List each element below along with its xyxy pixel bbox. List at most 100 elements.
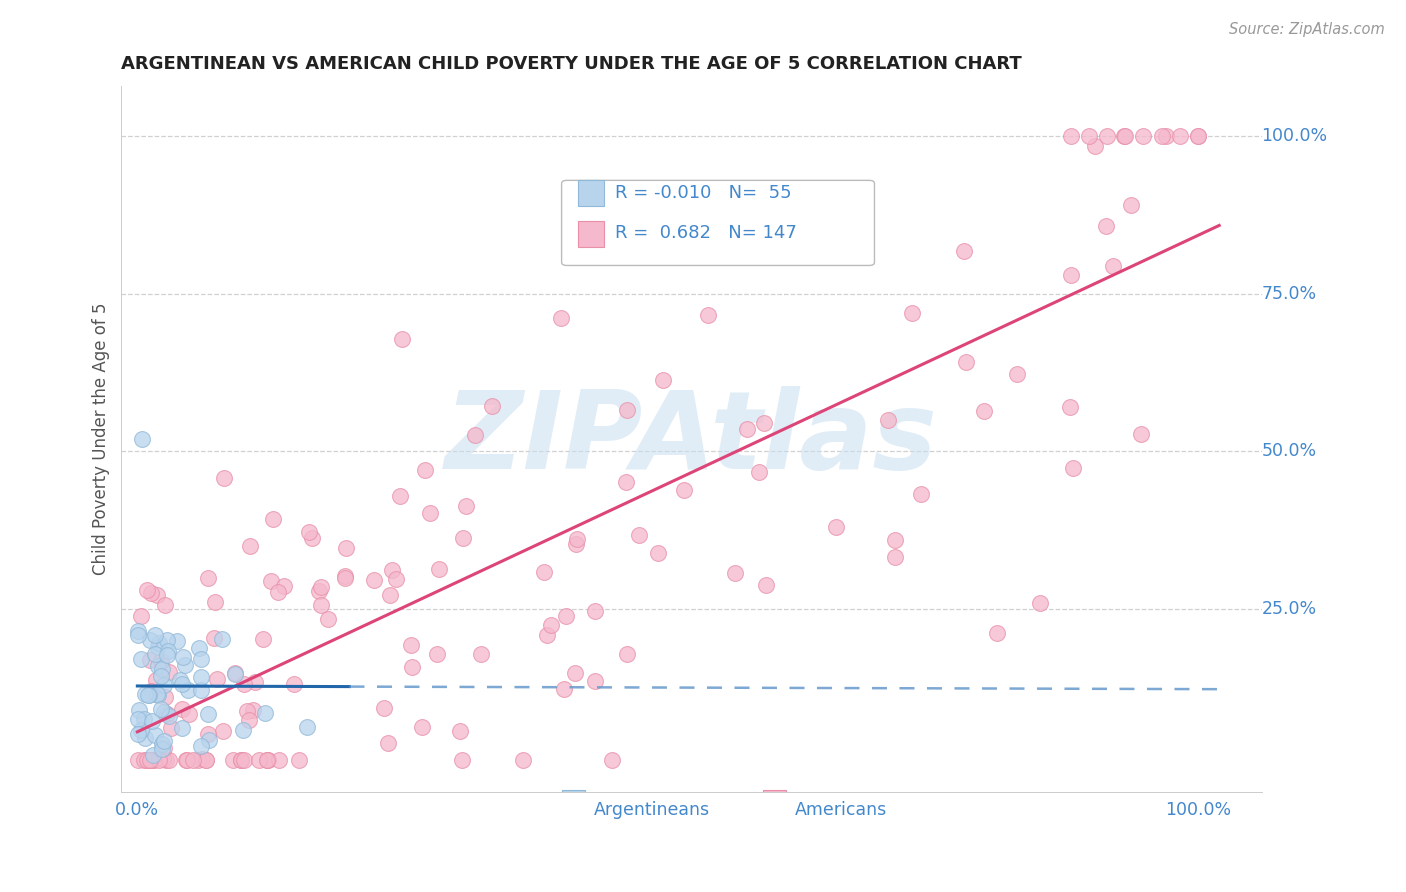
Point [238,713,260,727]
Point [818,244,841,259]
Point [256,753,278,767]
Point [145,673,167,687]
Point [139,586,162,600]
Point [142,753,165,767]
Point [204,595,226,609]
Point [1114,129,1136,144]
Point [136,582,159,597]
Point [288,753,311,767]
Point [152,741,174,756]
Point [224,667,246,681]
Point [157,753,180,767]
Point [129,651,152,665]
Point [1095,129,1118,144]
Point [139,632,162,647]
Point [155,753,177,767]
Point [565,537,588,551]
Point [540,618,562,632]
FancyBboxPatch shape [763,790,786,805]
Point [401,638,423,652]
Point [183,753,205,767]
Point [257,753,280,767]
Point [600,753,623,767]
Point [1187,129,1209,144]
FancyBboxPatch shape [578,221,605,246]
Point [616,647,638,661]
Point [283,676,305,690]
Point [156,707,179,722]
Point [143,627,166,641]
Point [1121,198,1143,212]
Point [583,604,606,618]
Point [564,665,586,680]
Point [470,647,492,661]
Point [187,753,209,767]
Point [172,702,194,716]
Point [134,687,156,701]
Point [1060,268,1083,282]
Point [752,417,775,431]
Point [411,720,433,734]
Point [373,701,395,715]
Point [157,708,180,723]
Point [973,404,995,418]
Point [267,584,290,599]
Point [1132,129,1154,144]
Point [238,539,260,553]
Point [150,742,173,756]
Point [233,753,256,767]
Point [177,707,200,722]
Point [127,624,149,639]
Point [555,609,578,624]
Point [197,733,219,747]
Point [157,665,180,680]
Point [1059,400,1081,414]
Point [1077,129,1099,144]
Point [413,463,436,477]
Point [190,670,212,684]
Point [363,574,385,588]
Point [247,753,270,767]
Point [426,647,449,661]
Point [229,753,252,767]
Point [146,688,169,702]
Point [616,402,638,417]
Point [143,648,166,662]
Point [427,562,450,576]
Text: ZIPAtlas: ZIPAtlas [446,386,938,491]
Point [202,631,225,645]
Text: Americans: Americans [794,801,887,819]
Point [127,727,149,741]
Point [593,211,616,226]
Point [153,734,176,748]
Point [127,753,149,767]
Text: Argentineans: Argentineans [593,801,710,819]
Point [456,500,478,514]
Point [150,702,173,716]
Point [309,580,332,594]
Point [129,609,152,624]
Text: 100.0%: 100.0% [1166,801,1232,819]
Point [127,628,149,642]
Text: 50.0%: 50.0% [1261,442,1317,460]
Point [146,640,169,655]
Point [884,549,907,564]
Point [211,632,233,647]
Point [986,625,1008,640]
Point [298,524,321,539]
Point [152,678,174,692]
Point [190,739,212,753]
Point [194,753,217,767]
Point [295,720,318,734]
Point [150,654,173,668]
Point [236,704,259,718]
Point [1112,129,1135,144]
Point [335,571,357,585]
Point [139,683,162,698]
Point [267,753,290,767]
Point [262,511,284,525]
Point [301,531,323,545]
Point [1168,129,1191,144]
Text: 0.0%: 0.0% [115,801,159,819]
Point [536,628,558,642]
